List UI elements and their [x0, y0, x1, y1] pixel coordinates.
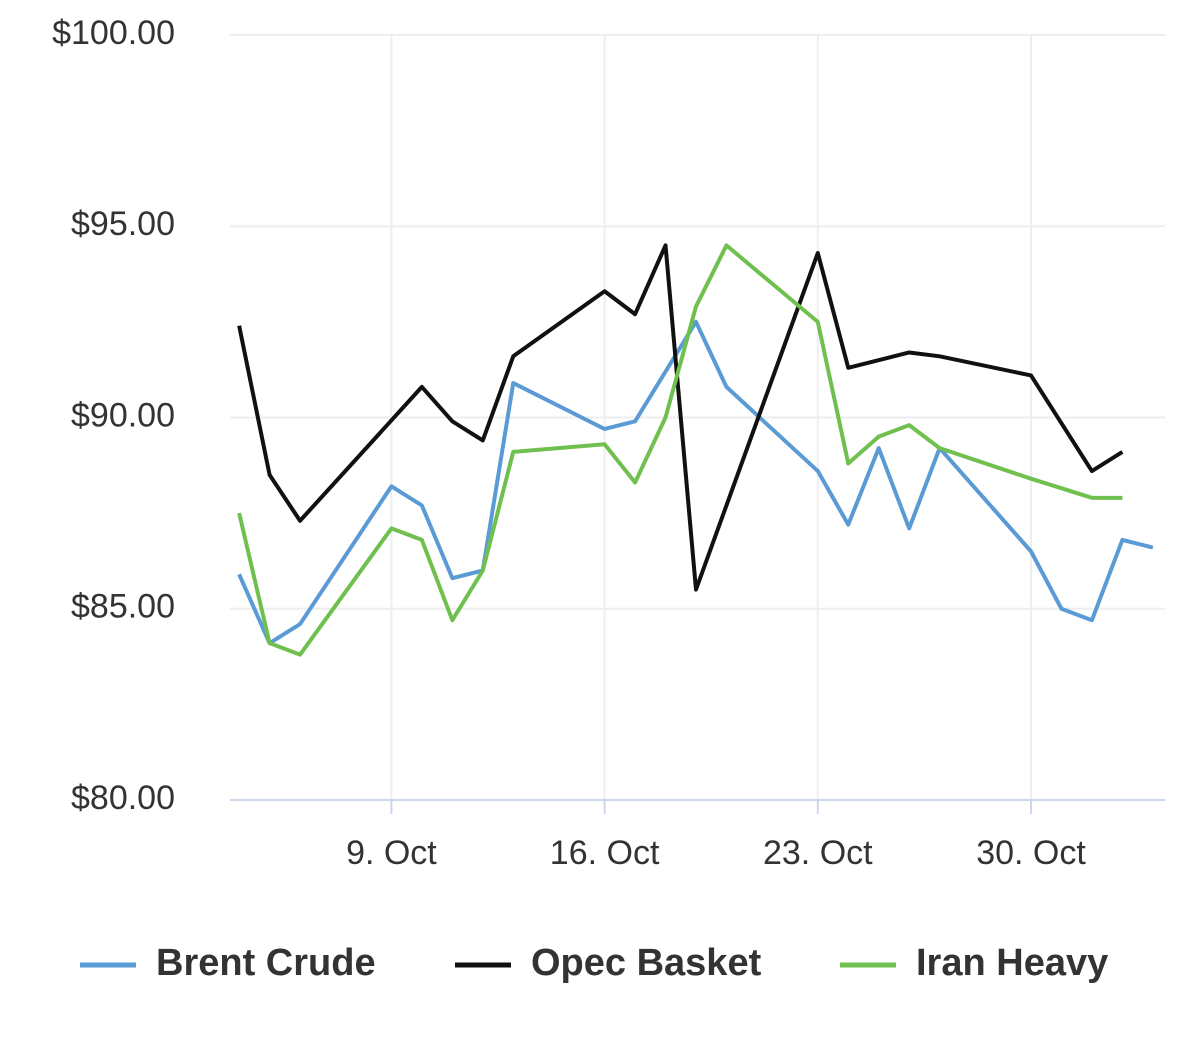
y-tick-label: $100.00 [52, 14, 175, 52]
legend-label: Brent Crude [156, 942, 376, 984]
legend-label: Iran Heavy [916, 942, 1108, 984]
y-tick-label: $80.00 [71, 779, 175, 817]
legend-label: Opec Basket [531, 942, 762, 984]
y-tick-label: $90.00 [71, 396, 175, 434]
series-line [237, 243, 1123, 657]
series-line [237, 243, 1124, 592]
y-tick-label: $85.00 [71, 588, 175, 626]
x-tick-label: 9. Oct [346, 834, 437, 872]
series-line [237, 319, 1154, 646]
y-tick-label: $95.00 [71, 205, 175, 243]
x-tick-label: 16. Oct [550, 834, 660, 872]
x-tick-label: 30. Oct [976, 834, 1086, 872]
x-tick-label: 23. Oct [763, 834, 873, 872]
